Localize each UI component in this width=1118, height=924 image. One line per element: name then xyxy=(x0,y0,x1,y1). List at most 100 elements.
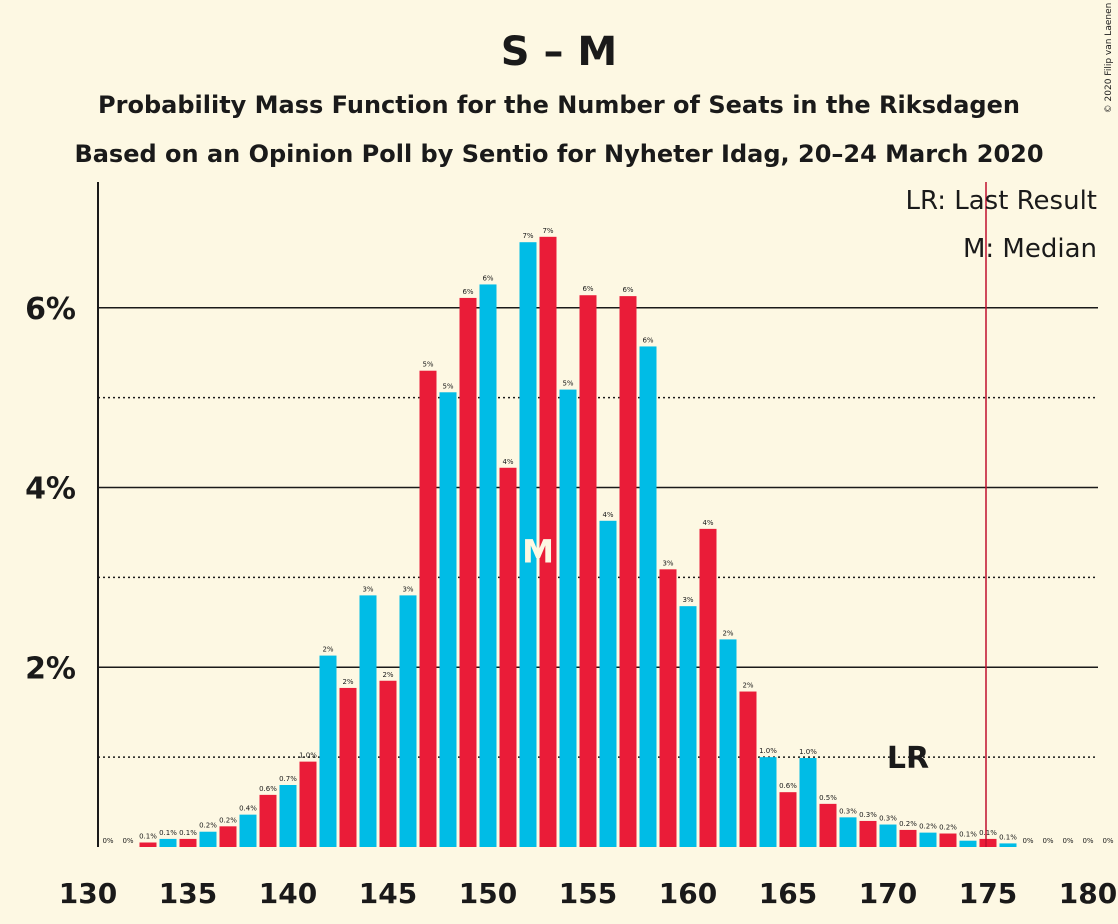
bar-label: 1.0% xyxy=(799,748,817,756)
bar-label: 0.4% xyxy=(239,805,257,813)
bar xyxy=(739,691,757,847)
markers: LR M xyxy=(522,182,987,847)
bar-label: 7% xyxy=(522,232,533,240)
bar xyxy=(919,832,937,847)
bar-label: 0.2% xyxy=(939,824,957,832)
bar-label: 0% xyxy=(1062,837,1073,845)
bar-label: 0.1% xyxy=(979,829,997,837)
bar-label: 2% xyxy=(342,678,353,686)
legend-median: M: Median xyxy=(963,234,1097,264)
legend-last-result: LR: Last Result xyxy=(905,186,1097,216)
bar-label: 0.2% xyxy=(919,823,937,831)
bar xyxy=(439,392,457,847)
bar xyxy=(899,829,917,847)
bar xyxy=(659,569,677,847)
bar xyxy=(679,606,697,847)
bar-label: 0.2% xyxy=(899,820,917,828)
bar-labels: 0% 0%0.1% 0.1% 0.1%0.2%0.2%0.4%0.6%0.7%1.0%… xyxy=(102,227,1113,845)
bar xyxy=(199,831,217,847)
bar-label: 3% xyxy=(362,585,373,593)
x-tick-label: 160 xyxy=(659,877,717,910)
bar-label: 4% xyxy=(702,519,713,527)
bar-label: 6% xyxy=(582,285,593,293)
bar-label: 0.2% xyxy=(199,822,217,830)
x-tick-label: 135 xyxy=(159,877,217,910)
bar-label: 4% xyxy=(502,458,513,466)
x-tick-label: 165 xyxy=(759,877,817,910)
median-marker: M xyxy=(522,532,554,570)
bar xyxy=(999,843,1017,847)
x-tick-label: 155 xyxy=(559,877,617,910)
bar-label: 0% xyxy=(122,837,133,845)
bar-label: 0.7% xyxy=(279,775,297,783)
chart-title: S – M xyxy=(501,29,617,75)
bar xyxy=(859,820,877,847)
bar xyxy=(359,595,377,847)
bar-label: 6% xyxy=(622,286,633,294)
bar-label: 0.3% xyxy=(879,815,897,823)
bar-label: 0% xyxy=(102,837,113,845)
gridlines xyxy=(98,307,1098,758)
bar xyxy=(319,655,337,847)
bar-label: 3% xyxy=(662,559,673,567)
bar xyxy=(839,817,857,847)
bar-label: 0.3% xyxy=(839,807,857,815)
bar xyxy=(579,295,597,847)
bar-label: 2% xyxy=(382,671,393,679)
bar xyxy=(559,389,577,847)
bar xyxy=(619,296,637,847)
bar-label: 6% xyxy=(482,274,493,282)
bar-label: 0% xyxy=(1022,837,1033,845)
bar-label: 0% xyxy=(1102,837,1113,845)
bar xyxy=(759,757,777,847)
chart-subtitle-2: Based on an Opinion Poll by Sentio for N… xyxy=(74,140,1043,168)
bar-label: 0.6% xyxy=(259,785,277,793)
bar xyxy=(239,814,257,847)
bar xyxy=(479,284,497,848)
bar xyxy=(459,297,477,848)
bar xyxy=(299,761,317,847)
bar-label: 0.5% xyxy=(819,794,837,802)
bar xyxy=(399,595,417,847)
bar-label: 1.0% xyxy=(759,747,777,755)
bar xyxy=(799,758,817,847)
bar xyxy=(939,833,957,847)
bar xyxy=(819,803,837,847)
bar xyxy=(159,838,177,847)
bar xyxy=(599,520,617,847)
bar xyxy=(279,784,297,847)
bar-label: 3% xyxy=(682,596,693,604)
bar-label: 5% xyxy=(562,380,573,388)
bar-label: 6% xyxy=(642,336,653,344)
bar-label: 0.1% xyxy=(179,829,197,837)
bar-label: 0.6% xyxy=(779,782,797,790)
bar-label: 3% xyxy=(402,585,413,593)
bar xyxy=(379,680,397,847)
bar xyxy=(779,792,797,847)
bar-label: 5% xyxy=(442,382,453,390)
bar xyxy=(979,838,997,847)
bar-label: 5% xyxy=(422,361,433,369)
bar-label: 2% xyxy=(322,646,333,654)
bar xyxy=(419,370,437,847)
bar-label: 0.1% xyxy=(159,829,177,837)
bar xyxy=(699,528,717,847)
axes: 2% 4% 6% 130 135 140 145 150 155 160 165 170 175 180 xyxy=(25,182,1117,910)
x-tick-label: 175 xyxy=(959,877,1017,910)
bar-label: 0.1% xyxy=(959,831,977,839)
y-tick-label: 6% xyxy=(25,292,76,327)
bar-series xyxy=(139,236,1017,848)
bar-label: 2% xyxy=(742,682,753,690)
bar-label: 4% xyxy=(602,511,613,519)
bar-label: 6% xyxy=(462,288,473,296)
bar-label: 0% xyxy=(1082,837,1093,845)
bar xyxy=(879,824,897,847)
bar-label: 0.2% xyxy=(219,816,237,824)
bar-label: 7% xyxy=(542,227,553,235)
bar xyxy=(259,794,277,847)
bar-label: 0.1% xyxy=(139,833,157,841)
bar-label: 2% xyxy=(722,629,733,637)
x-tick-label: 140 xyxy=(259,877,317,910)
last-result-marker: LR xyxy=(887,741,929,776)
bar xyxy=(959,840,977,847)
